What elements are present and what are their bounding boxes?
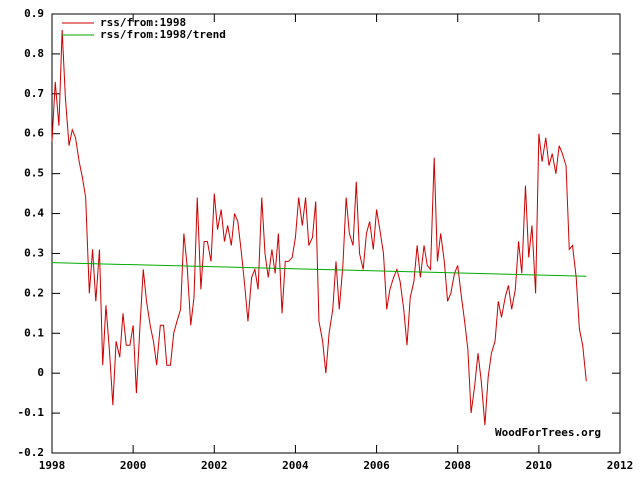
x-tick-label: 2002 [201,459,228,472]
watermark: WoodForTrees.org [495,426,601,439]
y-tick-label: -0.1 [18,406,45,419]
y-tick-label: 0.1 [24,326,44,339]
x-tick-label: 2006 [363,459,390,472]
y-tick-label: 0.3 [24,246,44,259]
y-tick-label: 0.7 [24,87,44,100]
y-tick-label: 0.2 [24,286,44,299]
series-line [51,29,587,426]
y-tick-label: 0.9 [24,7,44,20]
x-tick-label: 1998 [39,459,66,472]
y-tick-label: 0.5 [24,167,44,180]
legend-label: rss/from:1998 [100,16,186,29]
series-line [51,262,587,277]
x-tick-label: 2008 [444,459,471,472]
x-tick-label: 2004 [282,459,309,472]
x-tick-label: 2000 [120,459,147,472]
y-tick-label: 0 [37,366,44,379]
y-tick-label: 0.8 [24,47,44,60]
x-tick-label: 2012 [607,459,634,472]
x-tick-label: 2010 [526,459,553,472]
legend-label: rss/from:1998/trend [100,28,226,41]
y-tick-label: 0.6 [24,127,44,140]
y-tick-label: -0.2 [18,446,45,459]
y-tick-label: 0.4 [24,207,44,220]
plot-frame [51,13,621,454]
